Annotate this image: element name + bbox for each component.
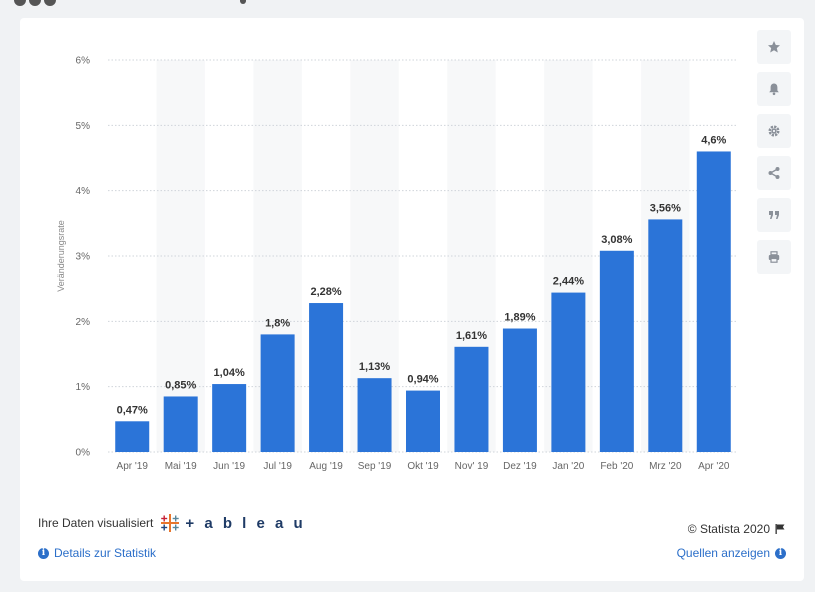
notification-button[interactable] [757, 72, 791, 106]
data-label: 0,47% [117, 404, 148, 416]
x-axis-ticks: Apr '19 Mai '19 Jun '19 Jul '19 Aug '19 Sep '… [117, 461, 730, 472]
header-fragment [14, 0, 56, 6]
x-tick-label: Feb '20 [600, 461, 633, 472]
y-tick-label: 2% [76, 317, 91, 328]
gear-icon [768, 125, 780, 137]
copyright: © Statista 2020 [688, 522, 786, 536]
visualize-text: Ihre Daten visualisiert [38, 516, 154, 530]
bar[interactable] [599, 250, 634, 452]
y-axis-ticks: 0% 1% 2% 3% 4% 5% 6% [76, 56, 91, 459]
sources-link-label: Quellen anzeigen [676, 546, 770, 560]
y-tick-label: 3% [76, 252, 91, 263]
bar[interactable] [309, 303, 344, 452]
x-tick-label: Apr '19 [117, 461, 149, 472]
bar[interactable] [648, 219, 683, 452]
y-tick-label: 5% [76, 121, 91, 132]
bar-chart: 0% 1% 2% 3% 4% 5% 6% 0,47% 0,85% 1,04% 1,8% 2,28% 1… [56, 56, 738, 472]
data-label: 0,94% [407, 374, 438, 386]
bar[interactable] [502, 328, 537, 452]
data-label: 1,61% [456, 330, 487, 342]
x-tick-label: Jun '19 [213, 461, 245, 472]
data-label: 2,44% [553, 276, 584, 288]
header-fragment-dash [240, 0, 246, 4]
bar[interactable] [212, 384, 247, 452]
tableau-credit: Ihre Daten visualisiert + a b l e a u [38, 512, 306, 534]
share-button[interactable] [757, 156, 791, 190]
data-label: 1,04% [214, 367, 245, 379]
column-band [156, 60, 205, 452]
x-tick-label: Apr '20 [698, 461, 730, 472]
data-label: 1,13% [359, 361, 390, 373]
bell-icon [769, 83, 779, 96]
data-label: 0,85% [165, 379, 196, 391]
data-label: 1,89% [504, 312, 535, 324]
data-label: 3,08% [601, 234, 632, 246]
sources-link[interactable]: Quellen anzeigen i [677, 546, 786, 560]
y-tick-label: 4% [76, 186, 91, 197]
data-label: 3,56% [650, 202, 681, 214]
info-icon: i [38, 547, 49, 559]
bar[interactable] [454, 346, 489, 452]
x-tick-label: Okt '19 [407, 461, 439, 472]
x-tick-label: Sep '19 [358, 461, 392, 472]
bar[interactable] [406, 390, 440, 452]
bar[interactable] [260, 334, 295, 452]
favorite-button[interactable] [757, 30, 791, 64]
tableau-plus-icon [161, 514, 180, 532]
flag-icon[interactable] [774, 523, 786, 535]
bar[interactable] [357, 378, 392, 452]
x-tick-label: Jul '19 [263, 461, 292, 472]
star-icon [768, 41, 780, 53]
x-tick-label: Mai '19 [165, 461, 197, 472]
tableau-logo[interactable]: + a b l e a u [159, 512, 305, 534]
bar[interactable] [551, 292, 586, 452]
top-strip [0, 0, 815, 18]
x-tick-label: Aug '19 [309, 461, 343, 472]
y-tick-label: 1% [76, 382, 91, 393]
data-label: 2,28% [310, 286, 341, 298]
x-tick-label: Dez '19 [503, 461, 537, 472]
quote-icon [769, 211, 779, 219]
chart-card: 0% 1% 2% 3% 4% 5% 6% 0,47% 0,85% 1,04% 1,8% 2,28% 1… [20, 18, 804, 581]
x-tick-label: Mrz '20 [649, 461, 682, 472]
data-label: 1,8% [265, 317, 290, 329]
tableau-wordmark: + a b l e a u [185, 514, 306, 532]
bar[interactable] [696, 151, 731, 452]
bar[interactable] [163, 396, 198, 452]
y-tick-label: 6% [76, 56, 91, 67]
info-icon: i [775, 547, 786, 559]
copyright-text: © Statista 2020 [687, 522, 770, 536]
settings-button[interactable] [757, 114, 791, 148]
data-labels: 0,47% 0,85% 1,04% 1,8% 2,28% 1,13% 0,94% 1,61% 1… [117, 134, 727, 416]
y-axis-label: Veränderungsrate [56, 220, 66, 292]
print-icon [768, 251, 780, 263]
y-tick-label: 0% [76, 448, 91, 459]
chart-toolbar [757, 30, 791, 274]
details-link[interactable]: i Details zur Statistik [38, 546, 156, 560]
print-button[interactable] [757, 240, 791, 274]
share-icon [768, 167, 780, 179]
details-link-label: Details zur Statistik [54, 546, 157, 560]
cite-button[interactable] [757, 198, 791, 232]
bars [115, 151, 731, 452]
bar[interactable] [115, 421, 150, 452]
data-label: 4,6% [701, 134, 726, 146]
x-tick-label: Nov' 19 [455, 461, 489, 472]
x-tick-label: Jan '20 [552, 461, 584, 472]
